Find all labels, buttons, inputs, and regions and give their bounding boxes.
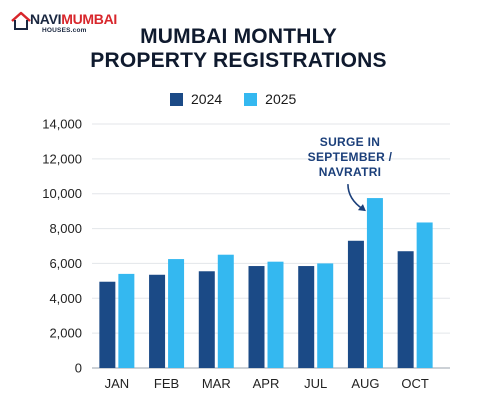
bar-2024-feb <box>149 274 166 368</box>
x-tick-label: APR <box>253 376 280 391</box>
bar-2025-mar <box>217 254 234 368</box>
legend-label-2025: 2025 <box>265 91 297 107</box>
legend-item-2025: 2025 <box>244 91 296 107</box>
annotation-line-2: SEPTEMBER / <box>307 150 393 164</box>
chart-legend: 2024 2025 <box>170 90 318 108</box>
logo-wordmark: NAVIMUMBAI <box>30 11 117 27</box>
bar-2025-feb <box>168 259 185 368</box>
y-tick-label: 2,000 <box>49 326 82 341</box>
legend-label-2024: 2024 <box>191 91 223 107</box>
annotation-line-1: SURGE IN <box>319 135 381 149</box>
y-tick-label: 8,000 <box>49 221 82 236</box>
chart-title: MUMBAI MONTHLY PROPERTY REGISTRATIONS <box>0 25 477 73</box>
x-tick-label: OCT <box>401 376 429 391</box>
chart-title-line-2: PROPERTY REGISTRATIONS <box>90 49 387 72</box>
bar-2024-jan <box>99 281 116 368</box>
y-tick-label: 4,000 <box>49 291 82 306</box>
x-tick-label: JAN <box>105 376 130 391</box>
y-tick-label: 6,000 <box>49 256 82 271</box>
legend-swatch-2024 <box>170 92 183 106</box>
bar-2025-jan <box>118 273 135 368</box>
x-tick-label: MAR <box>202 376 231 391</box>
bar-2025-aug <box>366 198 383 368</box>
brand-logo: NAVIMUMBAI HOUSES.com <box>10 8 120 42</box>
logo-subtext: HOUSES.com <box>42 27 87 34</box>
y-tick-label: 12,000 <box>42 151 82 166</box>
bar-2025-jul <box>317 263 334 368</box>
bar-2024-aug <box>347 240 364 368</box>
bar-2025-apr <box>267 261 284 368</box>
bar-2024-oct <box>397 251 414 368</box>
bar-2025-oct <box>416 222 433 368</box>
x-tick-label: FEB <box>154 376 179 391</box>
house-icon <box>11 11 31 30</box>
annotation-line-3: NAVRATRI <box>318 165 382 179</box>
y-tick-label: 14,000 <box>42 117 82 132</box>
bar-2024-apr <box>248 266 265 368</box>
legend-item-2024: 2024 <box>170 91 222 107</box>
x-tick-label: AUG <box>351 376 379 391</box>
legend-swatch-2025 <box>244 92 258 106</box>
bar-2024-jul <box>298 266 315 368</box>
chart-title-line-1: MUMBAI MONTHLY <box>140 25 337 48</box>
bar-2024-mar <box>198 271 215 368</box>
y-tick-label: 10,000 <box>42 186 82 201</box>
annotation-arrowhead <box>357 204 366 212</box>
y-tick-label: 0 <box>75 361 82 376</box>
annotation-arrow <box>347 184 364 210</box>
chart-annotation: SURGE IN SEPTEMBER / NAVRATRI <box>296 135 404 180</box>
x-tick-label: JUL <box>304 376 327 391</box>
